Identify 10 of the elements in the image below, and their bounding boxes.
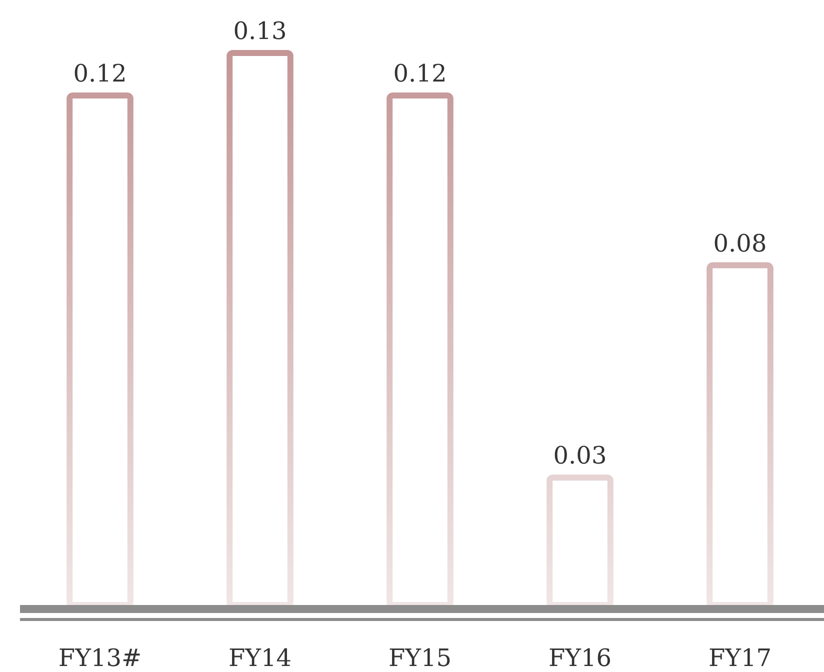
x-tick-label: FY16 — [548, 644, 612, 672]
x-tick-label: FY13# — [58, 644, 142, 672]
data-label: 0.08 — [713, 229, 767, 258]
x-tick-label: FY14 — [228, 644, 292, 672]
data-label: 0.03 — [553, 442, 607, 470]
x-tick-label: FY15 — [388, 644, 452, 672]
data-label: 0.12 — [393, 59, 447, 88]
x-tick-label: FY17 — [708, 644, 772, 672]
data-label: 0.12 — [73, 59, 127, 88]
data-label: 0.13 — [233, 17, 287, 45]
